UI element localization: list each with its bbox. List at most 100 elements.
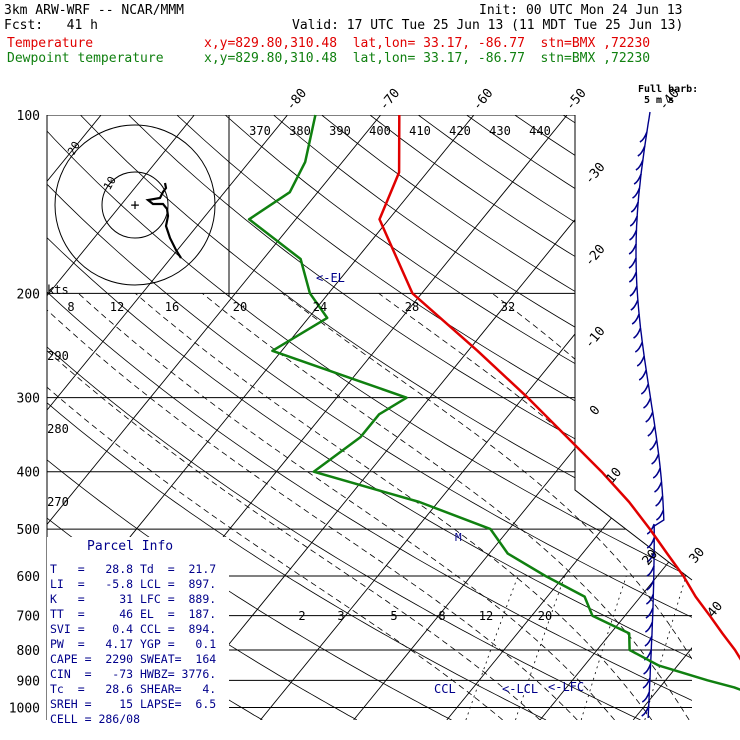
dewpoint-legend-label: Dewpoint temperature (7, 51, 164, 66)
wind-barb (649, 439, 658, 451)
mixing-ratio-label: 12 (479, 609, 493, 623)
isotherm-line (166, 115, 661, 720)
isotherm-label: -60 (470, 86, 497, 114)
isotherm-line (47, 115, 382, 720)
theta-label: 270 (47, 495, 69, 509)
mixing-ratio-line (644, 575, 687, 720)
isotherm-line (0, 115, 8, 720)
theta-label: 440 (529, 124, 551, 138)
wind-barb (633, 327, 642, 339)
isotherm-line (47, 115, 288, 720)
wind-barb (629, 285, 638, 297)
isotherm-line (446, 115, 692, 720)
speed-label: 8 (67, 300, 74, 314)
wind-barb (629, 215, 638, 227)
wind-barb (646, 551, 655, 563)
wind-barb (636, 355, 645, 367)
wind-barb (643, 397, 652, 409)
temperature-legend-label: Temperature (7, 36, 94, 51)
parcel-row: SREH = 15 LAPSE= 6.5 (50, 697, 217, 711)
moist-adiabat (135, 292, 653, 720)
speed-label: 24 (313, 300, 327, 314)
lcl-marker: <-LCL (502, 682, 538, 696)
moist-adiabat (282, 292, 692, 720)
wind-barb (634, 341, 644, 353)
wind-barb (635, 159, 644, 171)
ring-label: 20 (65, 139, 83, 157)
parcel-box-bg (47, 537, 229, 727)
wind-barb (655, 495, 664, 507)
mixing-ratio-label: 20 (538, 609, 552, 623)
level-marker: M (455, 531, 462, 544)
wind-barb (628, 271, 638, 283)
dry-adiabat (47, 115, 641, 720)
parcel-info-title: Parcel Info (87, 539, 174, 554)
parcel-row: CIN = -73 HWBZ= 3776. (50, 667, 217, 681)
wind-barb (643, 649, 653, 661)
plot-frame (46, 115, 693, 727)
isotherm-label: -80 (284, 86, 311, 114)
pressure-label: 700 (17, 610, 40, 625)
wind-barb (640, 383, 650, 395)
pressure-label: 900 (17, 674, 40, 689)
model-title: 3km ARW-WRF -- NCAR/MMM (4, 3, 185, 18)
hodograph-ring (101, 171, 169, 239)
lfc-marker: <-LFC (548, 680, 584, 694)
hodograph-center: + (130, 196, 139, 214)
theta-label: 370 (249, 124, 271, 138)
isotherm-line (260, 115, 692, 720)
isotherm-line (726, 115, 740, 720)
parcel-row: Tc = 28.6 SHEAR= 4. (50, 682, 217, 696)
temperature-profile (378, 114, 740, 661)
wind-barb (645, 607, 654, 619)
theta-label: 430 (489, 124, 511, 138)
temperature-location: x,y=829.80,310.48 lat,lon= 33.17, -86.77… (204, 36, 651, 51)
theta-label: 380 (289, 124, 311, 138)
moist-adiabat (78, 293, 615, 720)
moist-adiabat (202, 292, 690, 720)
wind-barb (646, 579, 655, 591)
parcel-row: CELL = 286/08 (50, 712, 141, 726)
isotherm-line (47, 115, 195, 720)
moist-adiabat (491, 292, 692, 720)
barb-staff (635, 111, 665, 719)
wind-barb (630, 201, 639, 213)
pressure-label: 1000 (9, 701, 40, 716)
wind-barb (655, 509, 665, 521)
wind-barb (645, 411, 654, 423)
mixing-ratio-line (515, 575, 566, 720)
dry-adiabat (47, 115, 692, 720)
mixing-ratio-line (580, 575, 627, 720)
wind-barb (630, 299, 639, 311)
isotherm-line (539, 115, 692, 720)
dry-adiabat (176, 115, 692, 720)
isotherm-label: 20 (640, 547, 662, 569)
isotherm-label: 10 (604, 465, 626, 487)
parcel-row: SVI = 0.4 CCL = 894. (50, 622, 217, 636)
forecast-hour: Fcst: 41 h (4, 18, 98, 33)
valid-time: Valid: 17 UTC Tue 25 Jun 13 (11 MDT Tue … (292, 18, 684, 33)
pressure-label: 400 (17, 466, 40, 481)
barb-unit: 5 m s (644, 95, 674, 106)
parcel-row: PW = 4.17 YGP = 0.1 (50, 637, 217, 651)
dry-adiabat (47, 115, 692, 720)
el-marker: <-EL (316, 271, 345, 285)
mixing-ratio-label: 8 (438, 609, 445, 623)
wind-barb (654, 481, 663, 493)
speed-label: 16 (165, 300, 179, 314)
dry-adiabat (708, 115, 740, 720)
theta-label: 390 (329, 124, 351, 138)
dry-adiabat (47, 115, 547, 720)
dry-adiabat (80, 115, 692, 720)
wind-barb (632, 187, 641, 199)
mixing-ratio-label: 5 (390, 609, 397, 623)
dewpoint-profile (247, 114, 740, 691)
dry-adiabat (47, 115, 692, 720)
wind-barb (647, 425, 656, 437)
pressure-label: 800 (17, 644, 40, 659)
parcel-row: T = 28.8 Td = 21.7 (50, 562, 217, 576)
wind-barb (631, 313, 640, 325)
isotherm-label: 0 (587, 403, 604, 419)
dry-adiabat (466, 115, 692, 720)
